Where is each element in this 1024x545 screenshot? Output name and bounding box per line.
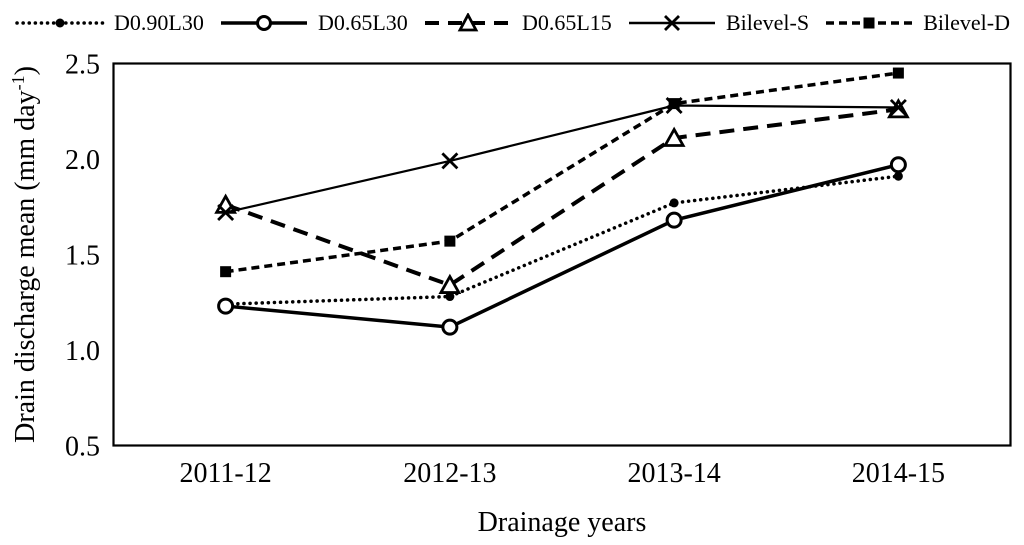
open-circle-marker bbox=[665, 211, 683, 229]
x-marker bbox=[889, 98, 907, 116]
x-tick-label: 2013-14 bbox=[627, 458, 720, 489]
solid-line-x-marker-icon bbox=[628, 15, 715, 31]
series-line bbox=[224, 107, 899, 288]
series-D0.65L15 bbox=[214, 97, 910, 294]
x-tick-label: 2011-12 bbox=[179, 458, 271, 489]
legend-label-d065l15: D0.65L15 bbox=[521, 10, 612, 35]
legend-item-d065l30: D0.65L30 bbox=[218, 10, 408, 36]
solid-line-open-circle-icon bbox=[220, 15, 307, 31]
x-marker bbox=[441, 152, 459, 170]
y-tick-label: 2.5 bbox=[65, 50, 100, 81]
legend-item-bilevel-s: Bilevel-S bbox=[626, 10, 809, 36]
x-tick-label: 2014-15 bbox=[852, 458, 945, 489]
series-Bilevel-S bbox=[217, 97, 907, 221]
legend-item-d090l30: D0.90L30 bbox=[14, 10, 204, 36]
open-circle-marker bbox=[889, 156, 907, 174]
dashed-line-filled-square-icon bbox=[826, 17, 913, 29]
dashed-line-open-triangle-icon bbox=[424, 13, 511, 32]
y-tick-label: 1.0 bbox=[65, 336, 100, 367]
open-circle-marker bbox=[441, 318, 459, 336]
x-marker bbox=[217, 203, 235, 221]
legend-label-d065l30: D0.65L30 bbox=[317, 10, 408, 35]
open-triangle-marker bbox=[438, 273, 462, 294]
filled-circle-marker bbox=[893, 171, 903, 181]
y-tick-label: 1.5 bbox=[65, 241, 100, 272]
series-line bbox=[223, 174, 901, 306]
legend-label-bilevel-s: Bilevel-S bbox=[725, 10, 810, 35]
series-line bbox=[225, 104, 899, 214]
dotted-line-filled-circle-icon bbox=[15, 18, 105, 28]
filled-circle-marker bbox=[669, 198, 679, 208]
y-tick-label: 2.0 bbox=[65, 145, 100, 176]
x-tick-label: 2012-13 bbox=[403, 458, 496, 489]
series-line bbox=[225, 163, 899, 329]
legend-label-d090l30: D0.90L30 bbox=[114, 10, 204, 35]
legend-label-bilevel-d: Bilevel-D bbox=[923, 10, 1010, 35]
y-tick-label: 0.5 bbox=[65, 432, 100, 463]
filled-square-marker bbox=[668, 98, 680, 110]
open-circle-marker bbox=[217, 297, 235, 315]
legend-item-d065l15: D0.65L15 bbox=[422, 10, 612, 36]
chart-legend: D0.90L30 D0.65L30 D0.65L15 Bilevel-S bbox=[0, 2, 1024, 44]
legend-item-bilevel-d: Bilevel-D bbox=[823, 10, 1010, 36]
open-triangle-marker bbox=[662, 126, 686, 147]
filled-circle-marker bbox=[445, 292, 455, 302]
plot-border bbox=[112, 62, 1012, 447]
series-Bilevel-D bbox=[220, 67, 904, 278]
series-D0.65L30 bbox=[217, 156, 907, 336]
filled-square-marker bbox=[220, 266, 232, 278]
y-axis-title: Drain discharge mean (mm day-1) bbox=[8, 66, 41, 443]
filled-square-marker bbox=[892, 67, 904, 79]
series-line bbox=[225, 71, 899, 274]
x-axis-title: Drainage years bbox=[478, 507, 647, 538]
filled-square-marker bbox=[444, 235, 456, 247]
